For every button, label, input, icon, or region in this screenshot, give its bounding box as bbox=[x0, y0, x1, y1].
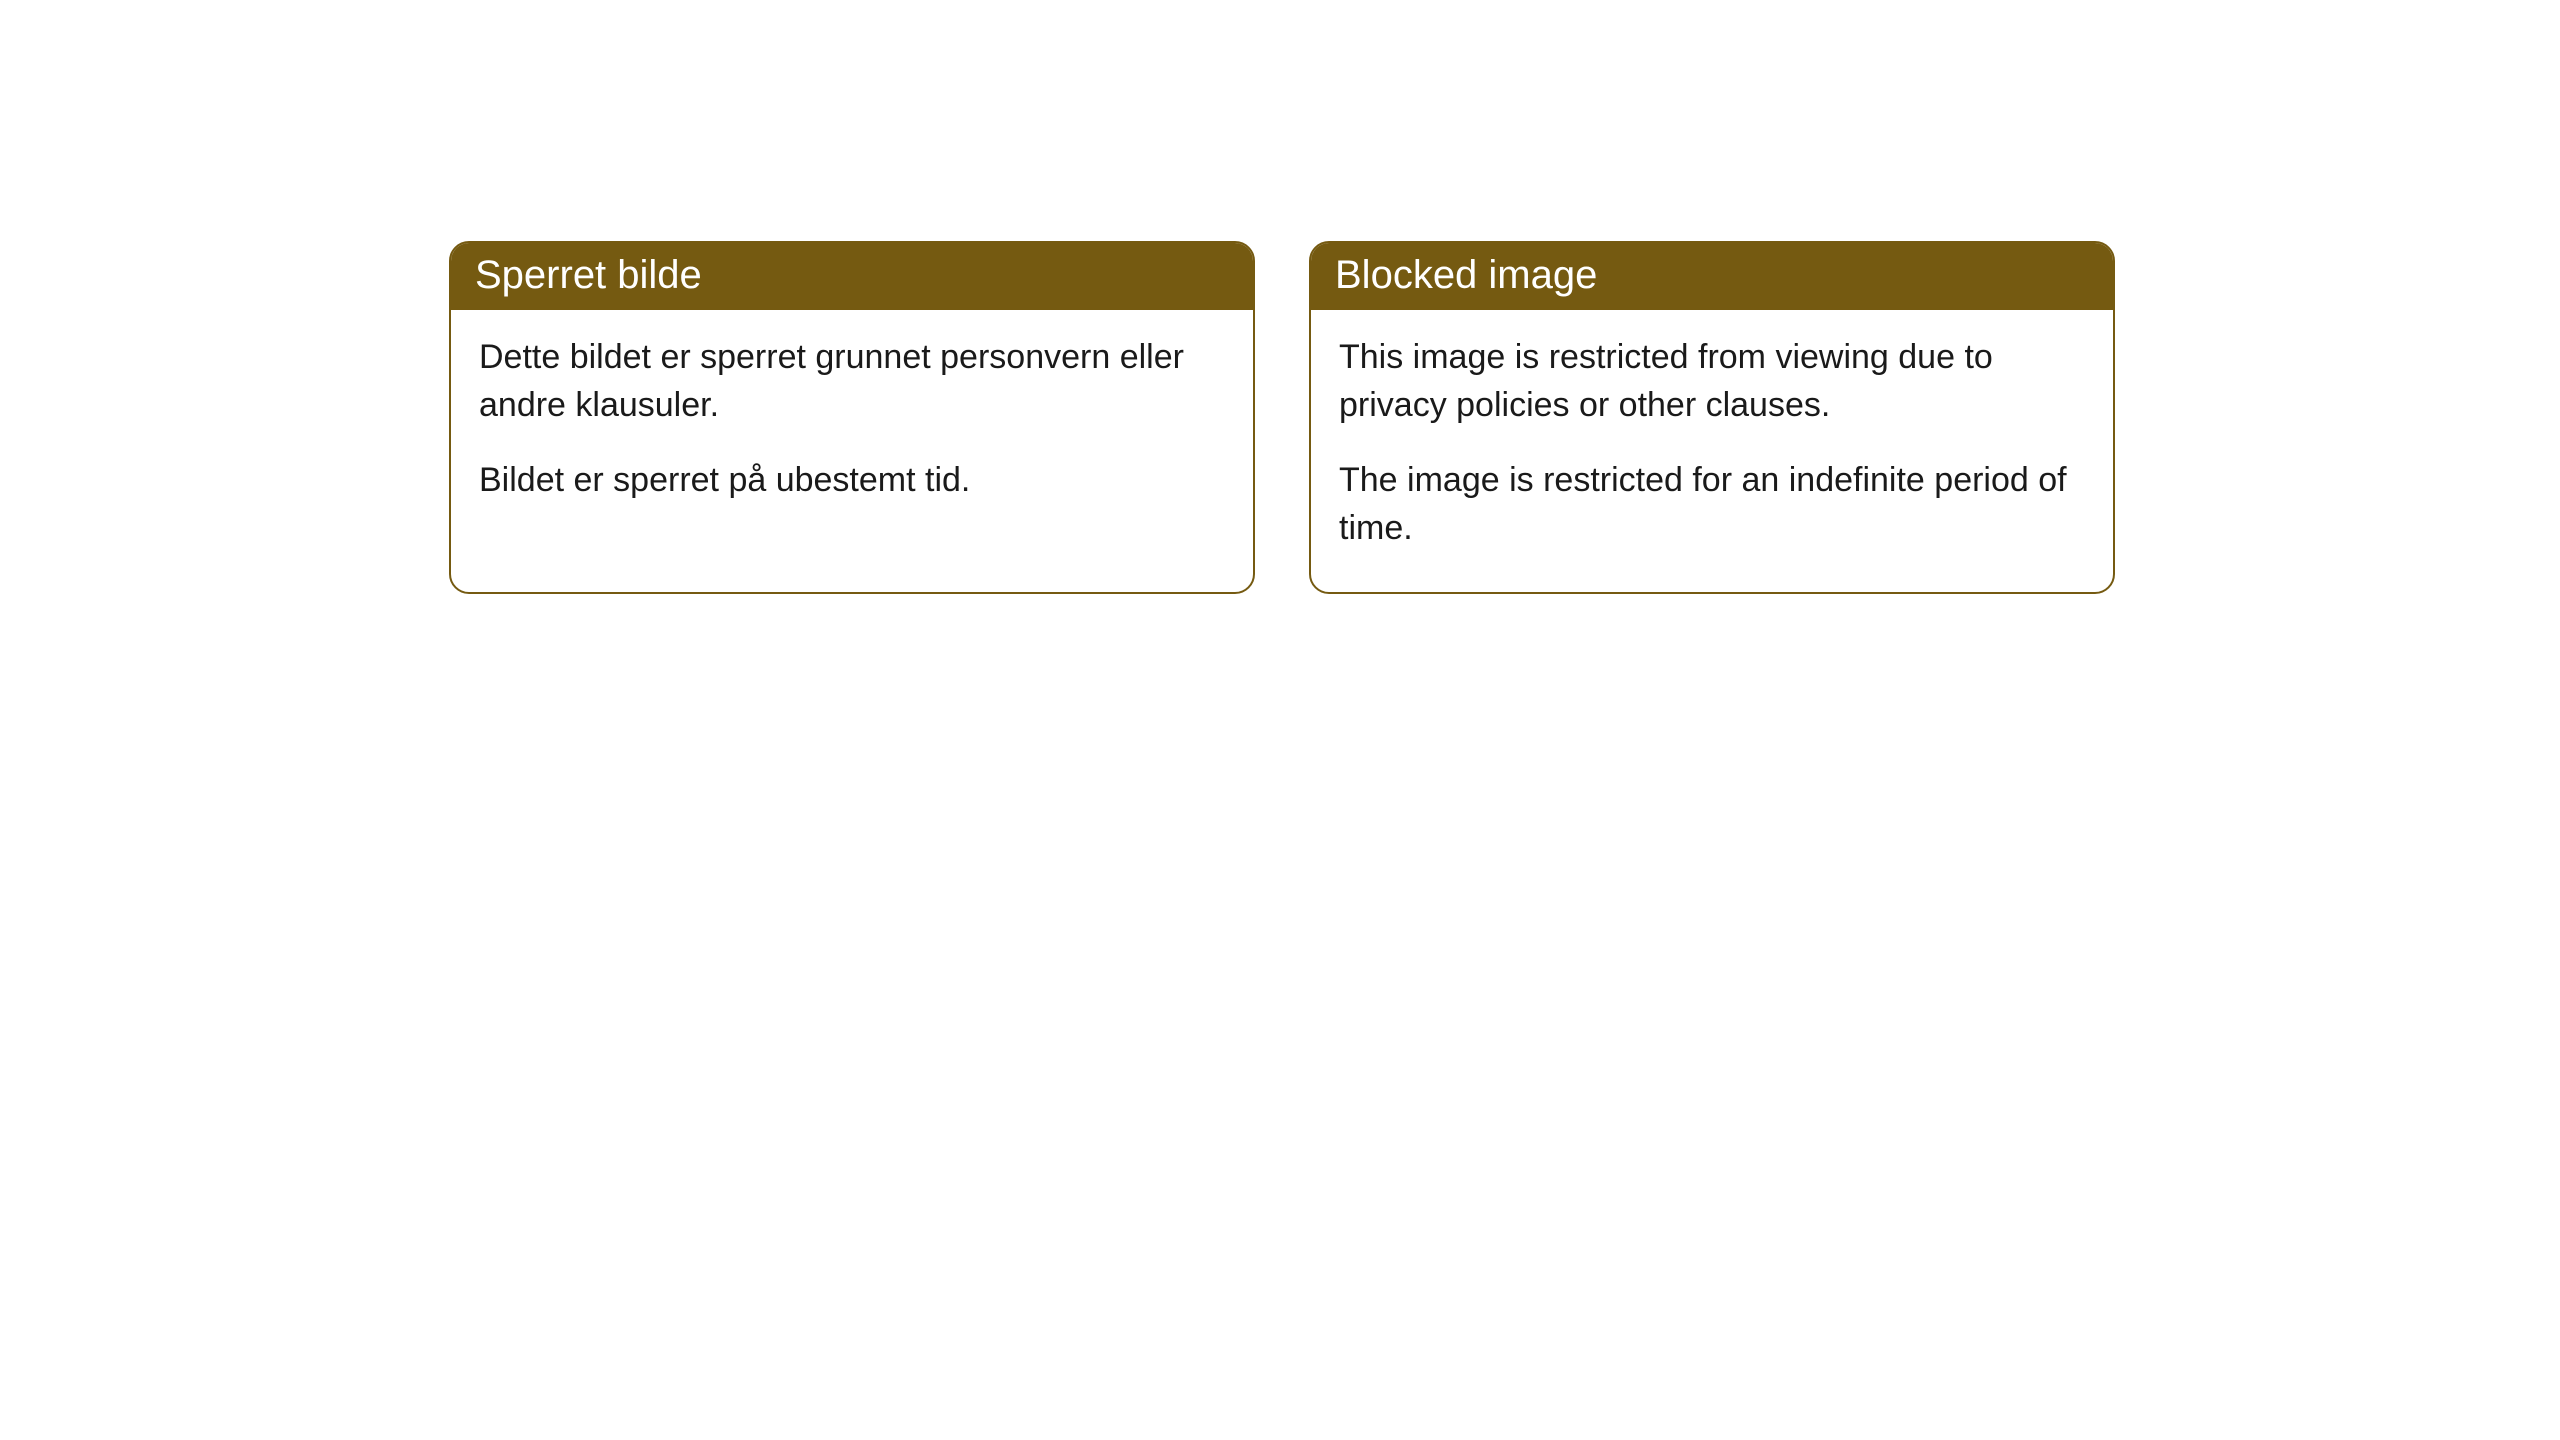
card-paragraph-1: This image is restricted from viewing du… bbox=[1339, 334, 2085, 429]
card-body: Dette bildet er sperret grunnet personve… bbox=[451, 310, 1253, 545]
card-title: Sperret bilde bbox=[475, 253, 702, 297]
card-paragraph-2: The image is restricted for an indefinit… bbox=[1339, 457, 2085, 552]
card-header: Sperret bilde bbox=[451, 243, 1253, 310]
cards-container: Sperret bilde Dette bildet er sperret gr… bbox=[449, 241, 2115, 594]
card-body: This image is restricted from viewing du… bbox=[1311, 310, 2113, 592]
blocked-image-card-english: Blocked image This image is restricted f… bbox=[1309, 241, 2115, 594]
blocked-image-card-norwegian: Sperret bilde Dette bildet er sperret gr… bbox=[449, 241, 1255, 594]
card-paragraph-2: Bildet er sperret på ubestemt tid. bbox=[479, 457, 1225, 505]
card-paragraph-1: Dette bildet er sperret grunnet personve… bbox=[479, 334, 1225, 429]
card-title: Blocked image bbox=[1335, 253, 1597, 297]
card-header: Blocked image bbox=[1311, 243, 2113, 310]
